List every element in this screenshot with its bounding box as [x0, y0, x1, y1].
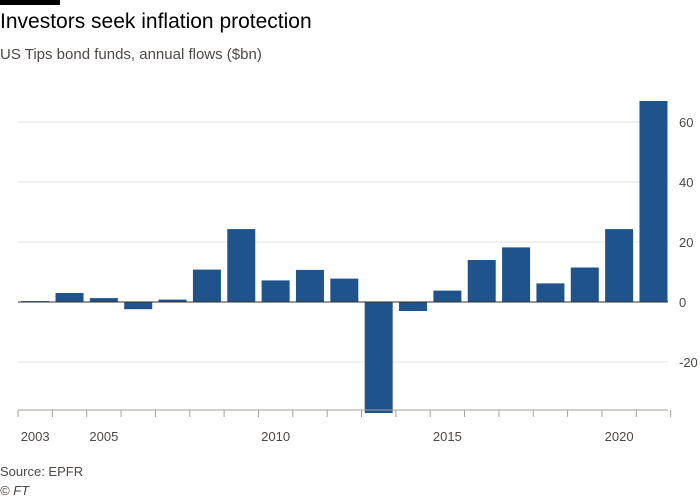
gridlines [18, 121, 668, 363]
x-tick-label: 2020 [605, 429, 634, 444]
bar-2019 [570, 267, 599, 302]
bar-2018 [536, 283, 565, 302]
y-tick-label: 60 [679, 115, 693, 130]
x-tick-label: 2010 [261, 429, 290, 444]
axes [17, 301, 672, 417]
bar-2016 [467, 260, 496, 302]
y-tick-label: 0 [679, 295, 686, 310]
bars [21, 101, 668, 413]
bar-2009 [227, 229, 256, 302]
bar-2020 [605, 229, 634, 302]
bar-2013 [364, 302, 393, 413]
y-tick-label: 20 [679, 235, 693, 250]
bar-2010 [261, 280, 290, 302]
bar-2014 [399, 302, 428, 311]
bar-2006 [124, 302, 153, 310]
chart-subtitle: US Tips bond funds, annual flows ($bn) [0, 46, 262, 63]
bar-2008 [192, 269, 221, 302]
bar-2011 [295, 269, 324, 302]
ft-credit: © FT [0, 483, 30, 498]
x-tick-label: 2005 [89, 429, 118, 444]
bar-2017 [502, 247, 531, 302]
bar-2005 [89, 298, 118, 302]
bar-2021 [639, 101, 668, 302]
source-note: Source: EPFR [0, 464, 84, 479]
tick-labels: 60 40 20 0 -20 2003 2005 2010 2015 2020 [21, 115, 698, 444]
bar-2007 [158, 299, 187, 302]
x-tick-label: 2003 [21, 429, 50, 444]
ft-brand-bar [0, 0, 60, 5]
x-tick-label: 2015 [433, 429, 462, 444]
bar-2015 [433, 290, 462, 302]
chart-title: Investors seek inflation protection [0, 10, 312, 33]
y-tick-label: 40 [679, 175, 693, 190]
y-tick-label: -20 [679, 355, 698, 370]
bar-2012 [330, 278, 359, 302]
bar-2004 [55, 293, 84, 302]
